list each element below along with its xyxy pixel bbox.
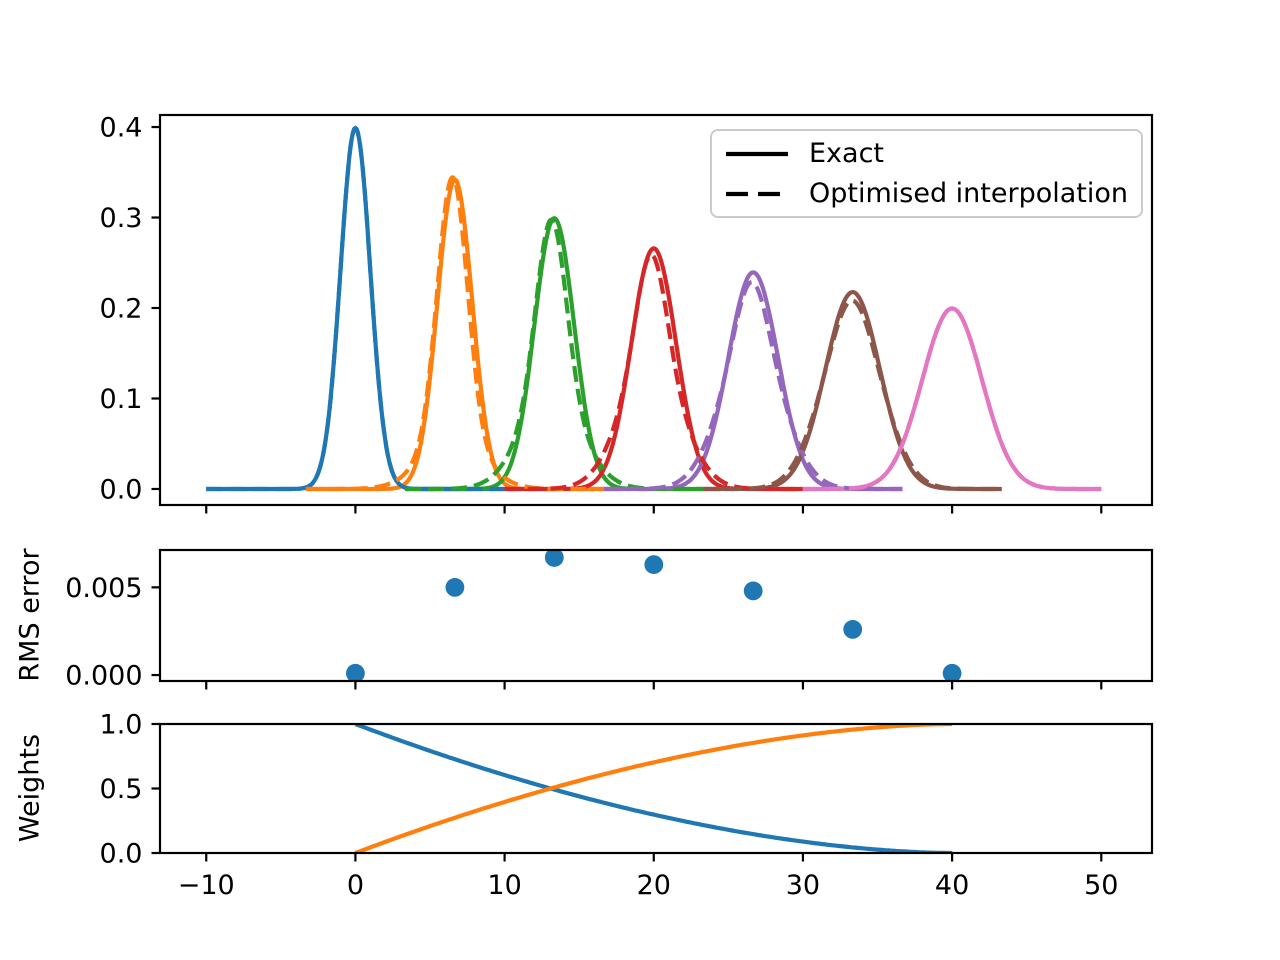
bot-panel-background	[160, 724, 1152, 853]
x-tick-label-6: 50	[1084, 870, 1118, 901]
legend-label-exact: Exact	[809, 137, 885, 169]
legend-solid-line-icon	[726, 151, 788, 156]
top-y-tick-label-3: 0.3	[100, 203, 143, 234]
bot-y-tick-label-0: 0.0	[100, 839, 143, 870]
x-tick-label-4: 30	[786, 870, 820, 901]
x-tick-label-2: 10	[487, 870, 521, 901]
legend-dashed-line-icon	[726, 191, 788, 196]
rms-dot-5	[843, 620, 863, 639]
interp-curve-6	[802, 306, 1103, 492]
top-panel-frame	[158, 113, 1154, 507]
x-tick-label-5: 40	[935, 870, 969, 901]
top-y-tick-label-2: 0.2	[100, 294, 143, 325]
top-panel-curves	[205, 125, 1103, 492]
x-tick-label-0: −10	[178, 870, 235, 901]
interp-curve-3	[503, 252, 804, 492]
top-y-tick-label-4: 0.4	[100, 113, 143, 144]
mid-panel-frame	[158, 548, 1154, 683]
weight-curve-2	[354, 724, 953, 853]
legend-row-interp: Optimised interpolation	[712, 174, 1141, 214]
x-tick-label-3: 20	[637, 870, 671, 901]
middle-y-axis-label: RMS error	[14, 548, 46, 682]
legend-label-interp: Optimised interpolation	[809, 177, 1129, 209]
rms-dot-0	[346, 663, 365, 681]
top-y-tick-label-1: 0.1	[100, 384, 143, 415]
rms-dot-4	[743, 581, 763, 601]
mid-y-tick-label-0: 0.000	[65, 661, 142, 692]
bot-y-tick-label-2: 1.0	[100, 710, 143, 741]
rms-error-points	[346, 550, 962, 681]
weight-curves	[354, 724, 953, 853]
mid-y-tick-label-1: 0.005	[65, 573, 142, 604]
legend: Exact Optimised interpolation	[710, 129, 1143, 218]
bottom-y-axis-label: Weights	[14, 733, 46, 843]
rms-dot-2	[544, 550, 564, 567]
top-y-tick-label-0: 0.0	[100, 474, 143, 505]
interp-curve-5	[702, 298, 1003, 492]
rms-dot-6	[942, 663, 962, 681]
x-tick-label-1: 0	[347, 870, 364, 901]
bot-y-tick-label-1: 0.5	[100, 774, 143, 805]
rms-dot-3	[644, 555, 664, 574]
weight-curve-1	[354, 724, 953, 853]
rms-dot-1	[445, 578, 465, 597]
legend-row-exact: Exact	[712, 134, 1141, 174]
